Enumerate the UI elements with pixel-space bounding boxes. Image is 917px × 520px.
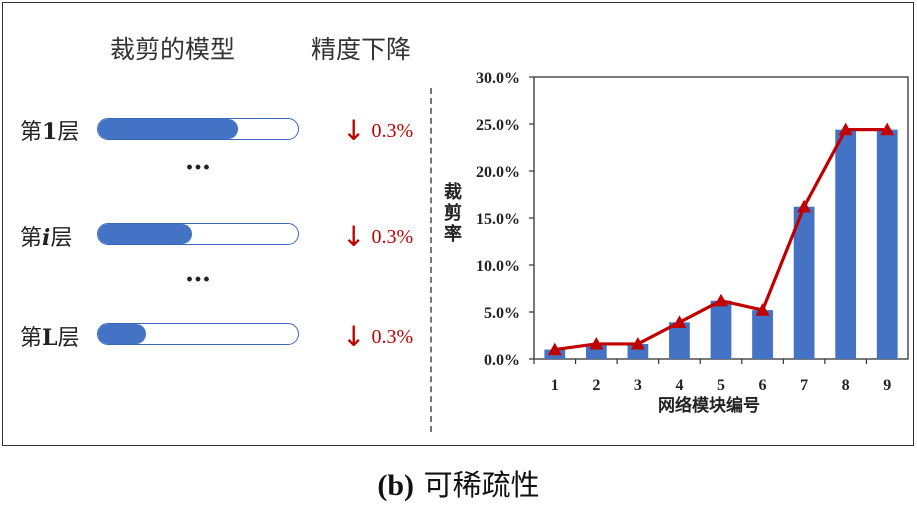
x-tick-label: 6	[759, 377, 767, 394]
header-accuracy-drop: 精度下降	[311, 35, 412, 64]
x-axis-label: 网络模块编号	[658, 395, 760, 416]
x-tick-label: 8	[842, 377, 850, 394]
x-tick-label: 9	[883, 377, 891, 394]
x-tick-label: 3	[634, 377, 642, 394]
line-marker-1	[547, 342, 562, 356]
bar-9	[876, 129, 898, 359]
pruning-bar-1	[97, 118, 299, 140]
ellipsis-1: …	[185, 146, 212, 176]
layer-label-i: 第i层	[20, 225, 73, 251]
layer-label-L: 第L层	[20, 325, 80, 351]
bar-5	[710, 300, 732, 359]
y-tick-label: 5.0%	[484, 305, 520, 322]
x-tick-label: 1	[551, 377, 559, 394]
bar-6	[752, 310, 773, 359]
x-tick-label: 5	[717, 377, 725, 394]
y-tick-label: 20.0%	[476, 164, 520, 181]
accuracy-drop-1: ↓ 0.3%	[342, 114, 414, 147]
line-marker-7	[797, 199, 812, 213]
figure-caption: (b) 可稀疏性	[377, 468, 540, 502]
ellipsis-2: …	[185, 258, 212, 288]
down-arrow-icon: ↓	[342, 320, 366, 353]
bar-7	[793, 206, 815, 359]
line-marker-9	[880, 122, 895, 136]
line-marker-8	[838, 122, 853, 136]
dashed-divider	[430, 88, 432, 432]
line-marker-3	[630, 336, 645, 350]
x-tick-label: 7	[800, 377, 808, 394]
pruning-bar-fill-L	[98, 324, 146, 344]
y-tick-label: 10.0%	[476, 258, 520, 275]
y-tick-label: 30.0%	[476, 70, 520, 87]
x-tick-label: 4	[675, 377, 683, 394]
y-tick-label: 0.0%	[484, 352, 520, 369]
pruning-rate-chart: 0.0% 5.0% 10.0% 15.0% 20.0% 25.0% 30.0% 1 2 3 4 5 6 7…	[476, 70, 909, 416]
y-axis-label: 裁剪率	[444, 182, 462, 245]
x-tick-label: 2	[592, 377, 600, 394]
accuracy-drop-L: ↓ 0.3%	[342, 320, 414, 353]
line-marker-5	[714, 293, 728, 307]
y-tick-label: 15.0%	[476, 211, 520, 228]
bar-8	[835, 129, 857, 359]
pruning-bar-i	[97, 223, 299, 245]
header-pruned-model: 裁剪的模型	[110, 35, 236, 64]
down-arrow-icon: ↓	[342, 114, 366, 147]
line-marker-4	[672, 315, 687, 328]
layer-label-1: 第1层	[20, 119, 80, 145]
line-marker-2	[589, 336, 604, 350]
figure-frame	[2, 2, 914, 446]
pruning-bar-fill-i	[98, 224, 192, 244]
bar-4	[669, 322, 690, 359]
y-tick-label: 25.0%	[476, 117, 520, 134]
line-marker-6	[755, 303, 770, 316]
accuracy-drop-i: ↓ 0.3%	[342, 220, 414, 253]
down-arrow-icon: ↓	[342, 220, 366, 253]
pruning-bar-L	[97, 323, 299, 345]
pruning-bar-fill-1	[98, 119, 238, 139]
